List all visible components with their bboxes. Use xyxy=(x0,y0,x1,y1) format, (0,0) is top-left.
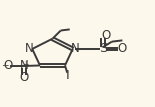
Text: S: S xyxy=(99,42,107,55)
Text: O: O xyxy=(117,42,126,55)
Text: −: − xyxy=(1,60,9,69)
Text: I: I xyxy=(65,69,69,82)
Text: N: N xyxy=(25,42,34,55)
Text: O: O xyxy=(101,29,110,42)
Text: +: + xyxy=(23,60,29,69)
Text: O: O xyxy=(3,59,12,72)
Text: N: N xyxy=(71,42,80,55)
Text: O: O xyxy=(19,71,29,84)
Text: N: N xyxy=(20,59,28,72)
